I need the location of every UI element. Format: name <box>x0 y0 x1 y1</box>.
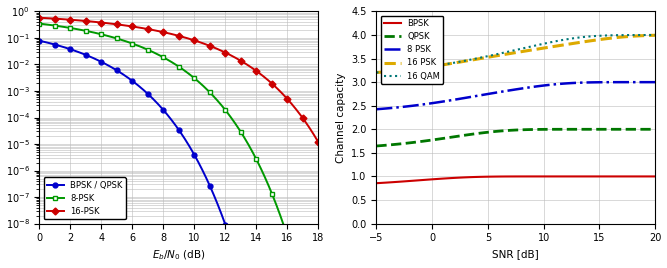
Legend: BPSK, QPSK, 8 PSK, 16 PSK, 16 QAM: BPSK, QPSK, 8 PSK, 16 PSK, 16 QAM <box>381 16 444 84</box>
Legend: BPSK / QPSK, 8-PSK, 16-PSK: BPSK / QPSK, 8-PSK, 16-PSK <box>43 177 126 219</box>
Y-axis label: Channel capacity: Channel capacity <box>336 72 346 163</box>
X-axis label: $E_b/N_0$ (dB): $E_b/N_0$ (dB) <box>152 249 206 262</box>
X-axis label: SNR [dB]: SNR [dB] <box>492 249 539 259</box>
